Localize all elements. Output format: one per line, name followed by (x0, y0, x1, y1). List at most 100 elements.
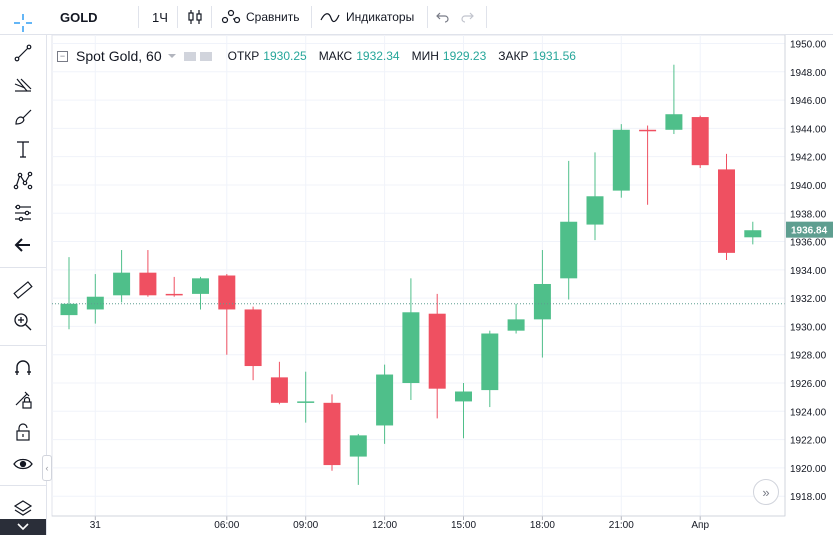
pattern-tool[interactable] (8, 167, 38, 195)
crosshair-icon (14, 14, 32, 32)
candle-body (323, 402, 341, 466)
close-label: ЗАКР (498, 49, 529, 63)
trend-line-tool[interactable] (8, 39, 38, 67)
time-tick-label: 06:00 (214, 520, 239, 531)
candle-body (165, 293, 183, 296)
pattern-icon (13, 171, 33, 190)
scroll-to-realtime-button[interactable]: » (753, 479, 779, 505)
prediction-icon (15, 204, 31, 222)
measure-tool[interactable] (8, 276, 38, 304)
low-value: 1929.23 (442, 49, 487, 63)
lock-drawings-tool[interactable] (8, 386, 38, 414)
low-label: МИН (411, 49, 439, 63)
undo-button[interactable] (436, 0, 450, 34)
interval-button[interactable]: 1Ч (152, 9, 168, 25)
candle-body (481, 333, 499, 391)
price-tick-label: 1940.00 (790, 181, 827, 192)
price-tick-label: 1944.00 (790, 124, 827, 135)
price-tick-label: 1918.00 (790, 492, 827, 503)
axes: 1950.00 1948.00 1946.00 1944.00 1942.00 1940.… (52, 35, 833, 531)
text-icon (17, 141, 29, 158)
symbol-search-button[interactable]: GOLD (60, 9, 98, 25)
redo-button[interactable] (460, 0, 474, 34)
candles-icon (188, 10, 202, 24)
visibility-tool[interactable] (8, 450, 38, 478)
text-tool[interactable] (8, 135, 38, 163)
plot-area (51, 34, 786, 517)
candle-body (428, 313, 446, 389)
candle-body (270, 377, 288, 403)
undo-icon (436, 12, 449, 23)
toolbar-resize-handle[interactable]: ‹ (42, 455, 52, 481)
candle-body (455, 391, 472, 402)
layers-icon (13, 500, 33, 516)
eye-icon (13, 458, 33, 470)
object-tree-tool[interactable] (8, 494, 38, 522)
time-tick-label: 31 (90, 520, 102, 531)
close-value: 1931.56 (532, 49, 576, 63)
indicators-icon (320, 13, 340, 23)
zoom-in-icon (14, 313, 32, 331)
indicators-label: Индикаторы (346, 10, 415, 24)
current-price-label: 1936.84 (791, 226, 828, 237)
magnet-tool[interactable] (8, 354, 38, 382)
price-tick-label: 1934.00 (790, 266, 827, 277)
back-arrow-tool[interactable] (8, 231, 38, 259)
indicators-button[interactable]: Индикаторы (320, 0, 414, 34)
toolbar-divider (138, 6, 139, 28)
prediction-tool[interactable] (8, 199, 38, 227)
high-label: МАКС (318, 49, 353, 63)
time-tick-label: Апр (691, 520, 709, 531)
series-title[interactable]: Spot Gold, 60 (76, 48, 162, 64)
price-tick-label: 1946.00 (790, 96, 827, 107)
brush-tool[interactable] (8, 103, 38, 131)
series-hide-icon[interactable] (199, 51, 212, 61)
grid (51, 34, 786, 517)
price-tick-label: 1930.00 (790, 322, 827, 333)
compare-label: Сравнить (246, 10, 300, 24)
candle-body (744, 230, 762, 238)
candle-body (507, 319, 525, 331)
collapse-toolbar-button[interactable] (0, 519, 46, 535)
price-tick-label: 1926.00 (790, 379, 827, 390)
compare-icon (221, 9, 241, 24)
time-tick-label: 09:00 (293, 520, 318, 531)
brush-icon (15, 109, 32, 125)
toolbar-divider (0, 267, 46, 268)
candle-body (218, 275, 236, 310)
series-menu-chevron-icon[interactable] (167, 53, 176, 59)
candle-body (376, 374, 394, 426)
price-tick-label: 1948.00 (790, 68, 827, 79)
ruler-icon (13, 281, 33, 299)
candle-body (297, 401, 315, 403)
collapse-legend-icon[interactable]: − (57, 50, 68, 62)
candle-style-button[interactable] (186, 0, 204, 34)
price-tick-label: 1928.00 (790, 351, 827, 362)
candle-body (718, 169, 735, 253)
price-tick-label: 1950.00 (790, 39, 827, 50)
candle-body (586, 196, 604, 225)
candle-body (139, 272, 157, 296)
lock-tool[interactable] (8, 418, 38, 446)
chart-legend: − Spot Gold, 60 ОТКР 1930.25 МАКС 1932.3… (57, 48, 576, 64)
candle-body (533, 283, 551, 320)
price-tick-label: 1938.00 (790, 209, 827, 220)
series-settings-icon[interactable] (183, 51, 196, 61)
back-arrow-icon (14, 238, 30, 252)
compare-button[interactable]: Сравнить (220, 0, 299, 34)
zoom-tool[interactable] (8, 308, 38, 336)
open-label: ОТКР (227, 49, 260, 63)
crosshair-tool[interactable] (8, 9, 38, 37)
open-value: 1930.25 (263, 49, 307, 63)
lock-draw-icon (15, 391, 32, 409)
toolbar-divider (0, 485, 46, 486)
candle-body (86, 296, 104, 310)
candle-body (612, 129, 630, 191)
candle-body (665, 114, 683, 130)
toolbar-divider (0, 345, 46, 346)
candle-body (113, 272, 131, 296)
high-value: 1932.34 (356, 49, 400, 63)
redo-icon (461, 12, 474, 23)
fib-tool[interactable] (8, 71, 38, 99)
